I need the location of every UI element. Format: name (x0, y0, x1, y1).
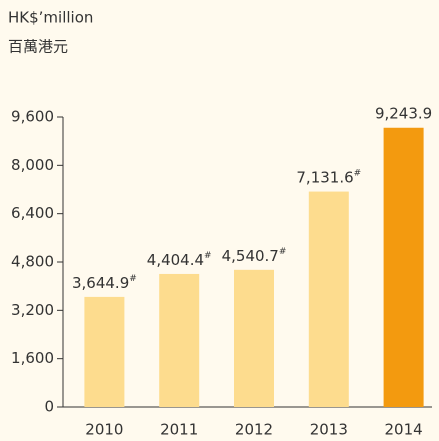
x-tick-label: 2013 (310, 421, 348, 439)
bar (308, 191, 349, 407)
value-label: 9,243.9 (375, 104, 432, 122)
value-label: 4,540.7# (222, 246, 287, 264)
x-tick-label: 2011 (160, 421, 198, 439)
y-axis-label: HK$’million (8, 9, 93, 27)
x-tick-label: 2012 (235, 421, 273, 439)
y-tick-label: 9,600 (11, 108, 54, 126)
bar (84, 296, 125, 407)
y-tick-label: 6,400 (11, 204, 54, 222)
x-tick-label: 2010 (85, 421, 123, 439)
bar (383, 127, 424, 407)
value-label: 4,404.4# (147, 250, 212, 268)
x-tick-label: 2014 (385, 421, 423, 439)
y-tick-label: 8,000 (11, 156, 54, 174)
value-label: 3,644.9# (72, 273, 137, 291)
bar (159, 273, 200, 407)
bar (234, 269, 274, 407)
value-label: 7,131.6# (296, 168, 361, 186)
y-tick-label: 3,200 (11, 301, 54, 319)
y-tick-label: 0 (44, 398, 54, 416)
y-tick-label: 1,600 (11, 349, 54, 367)
y-axis-label-local: 百萬港元 (8, 38, 68, 56)
y-tick-label: 4,800 (11, 253, 54, 271)
